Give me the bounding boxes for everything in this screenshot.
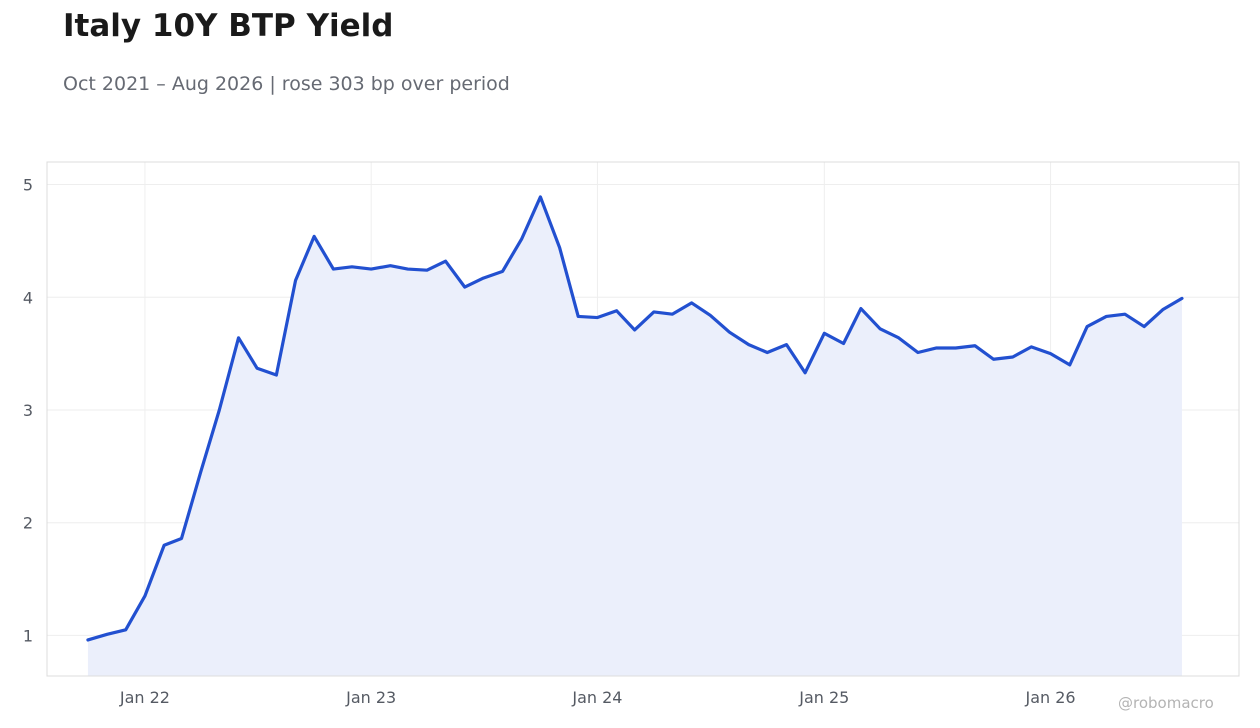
y-tick-label: 1 [23,626,33,645]
x-tick-label: Jan 23 [345,688,396,707]
watermark: @robomacro [1118,694,1214,712]
x-tick-label: Jan 26 [1025,688,1076,707]
x-axis-ticks: Jan 22 Jan 23 Jan 24 Jan 25 Jan 26 [119,688,1076,707]
yield-line [86,195,1184,642]
y-tick-label: 5 [23,176,33,195]
y-tick-label: 2 [23,514,33,533]
chart-title: Italy 10Y BTP Yield [63,8,394,44]
area-fill [87,196,1182,676]
y-axis-ticks: 1 2 3 4 5 [23,176,33,646]
y-tick-label: 4 [23,288,33,307]
chart-subtitle: Oct 2021 – Aug 2026 | rose 303 bp over p… [63,73,510,95]
x-tick-label: Jan 22 [119,688,170,707]
x-tick-label: Jan 25 [798,688,849,707]
x-tick-label: Jan 24 [571,688,622,707]
plot-frame [46,161,1240,677]
y-tick-label: 3 [23,401,33,420]
